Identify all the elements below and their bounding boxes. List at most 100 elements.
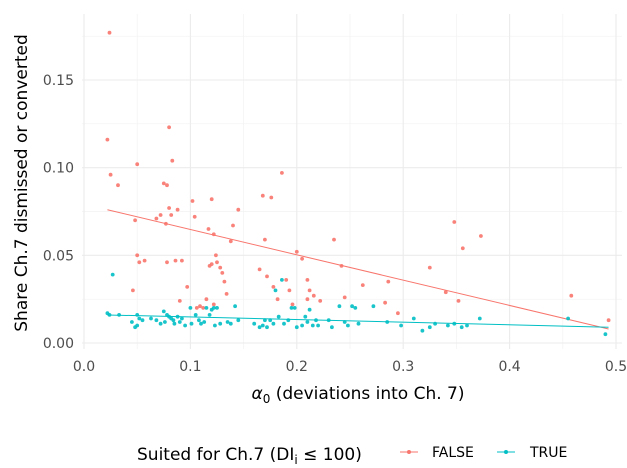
data-point-true: [218, 321, 223, 326]
y-tick-label: 0.10: [43, 161, 74, 177]
data-point-true: [180, 316, 184, 321]
data-point-false: [214, 253, 218, 258]
data-point-false: [228, 239, 233, 244]
data-point-true: [273, 288, 278, 293]
data-point-false: [305, 278, 310, 282]
data-point-true: [446, 323, 450, 328]
data-point-true: [353, 306, 358, 310]
data-point-false: [257, 267, 262, 272]
data-point-false: [294, 249, 299, 254]
data-point-true: [427, 325, 432, 330]
data-point-false: [194, 306, 199, 310]
data-point-true: [603, 332, 608, 337]
legend: Suited for Ch.7 (DIi ≤ 100) FALSE TRUE: [137, 445, 567, 467]
data-point-false: [231, 223, 235, 228]
data-point-false: [569, 293, 574, 298]
data-point-false: [222, 279, 227, 284]
data-point-false: [169, 213, 174, 217]
x-axis-title-subscript: 0: [263, 392, 271, 406]
data-point-true: [215, 306, 219, 310]
data-point-false: [175, 207, 180, 212]
data-point-false: [209, 197, 214, 202]
data-point-false: [260, 193, 265, 198]
data-point-true: [459, 325, 464, 330]
data-point-true: [177, 320, 182, 324]
data-point-true: [163, 320, 167, 324]
data-point-true: [356, 321, 361, 326]
data-point-true: [225, 320, 230, 324]
data-point-false: [165, 183, 169, 188]
data-point-false: [116, 183, 120, 188]
data-point-false: [131, 288, 135, 293]
legend-key-false: [400, 450, 418, 454]
data-point-false: [190, 199, 195, 203]
x-tick-label: 0.0: [73, 359, 95, 375]
data-point-false: [339, 264, 344, 268]
data-point-false: [290, 302, 295, 307]
data-point-true: [188, 306, 193, 310]
data-point-true: [175, 314, 180, 319]
data-point-true: [154, 318, 159, 323]
data-point-false: [280, 171, 284, 175]
data-point-false: [135, 253, 140, 258]
y-axis-ticks: 0.00 0.05 0.10 0.15: [43, 73, 74, 352]
data-point-true: [433, 321, 437, 326]
data-point-true: [265, 325, 269, 330]
data-point-true: [385, 320, 390, 324]
data-point-false: [180, 258, 184, 263]
data-point-false: [443, 290, 448, 295]
data-point-false: [263, 237, 267, 242]
data-point-false: [215, 260, 219, 265]
data-point-true: [566, 316, 570, 321]
data-point-false: [108, 172, 113, 177]
data-point-true: [465, 323, 469, 328]
data-point-true: [213, 323, 217, 328]
data-point-true: [330, 325, 334, 330]
data-point-true: [107, 313, 112, 317]
data-point-true: [282, 321, 286, 326]
data-point-true: [326, 318, 331, 323]
data-point-false: [204, 297, 209, 302]
data-point-true: [189, 321, 194, 326]
data-point-false: [284, 278, 289, 282]
data-point-true: [117, 313, 121, 317]
data-point-true: [305, 320, 310, 324]
data-point-false: [606, 318, 611, 323]
legend-title-subscript: i: [294, 453, 297, 467]
data-point-true: [268, 318, 273, 323]
data-point-true: [452, 321, 457, 326]
data-point-true: [371, 304, 376, 309]
data-point-true: [110, 272, 115, 277]
data-point-false: [318, 299, 323, 303]
legend-label-false: FALSE: [432, 445, 474, 461]
data-point-false: [185, 285, 190, 289]
data-point-false: [142, 258, 147, 263]
data-point-true: [280, 278, 284, 282]
data-point-false: [170, 158, 175, 163]
data-point-true: [137, 316, 142, 321]
data-point-true: [171, 318, 176, 323]
data-point-true: [316, 323, 320, 328]
data-point-false: [307, 288, 312, 293]
data-point-false: [305, 297, 310, 302]
data-point-true: [211, 306, 216, 310]
x-tick-label: 0.5: [605, 359, 627, 375]
data-point-true: [314, 318, 318, 323]
data-point-true: [130, 320, 134, 324]
data-point-false: [201, 306, 206, 310]
data-point-true: [158, 321, 163, 326]
x-axis-ticks: 0.0 0.1 0.2 0.3 0.4 0.5: [73, 359, 627, 375]
data-point-true: [271, 321, 276, 326]
data-point-false: [158, 213, 163, 217]
x-axis-title-symbol: α: [251, 384, 262, 404]
legend-title-suffix: ≤ 100): [298, 445, 362, 465]
legend-key-true: [497, 450, 515, 454]
data-point-false: [135, 162, 140, 167]
data-point-false: [236, 207, 241, 212]
y-tick-label: 0.00: [43, 336, 74, 352]
data-point-true: [303, 314, 308, 319]
data-point-false: [192, 214, 197, 219]
data-point-false: [287, 288, 292, 293]
data-point-true: [411, 316, 416, 321]
